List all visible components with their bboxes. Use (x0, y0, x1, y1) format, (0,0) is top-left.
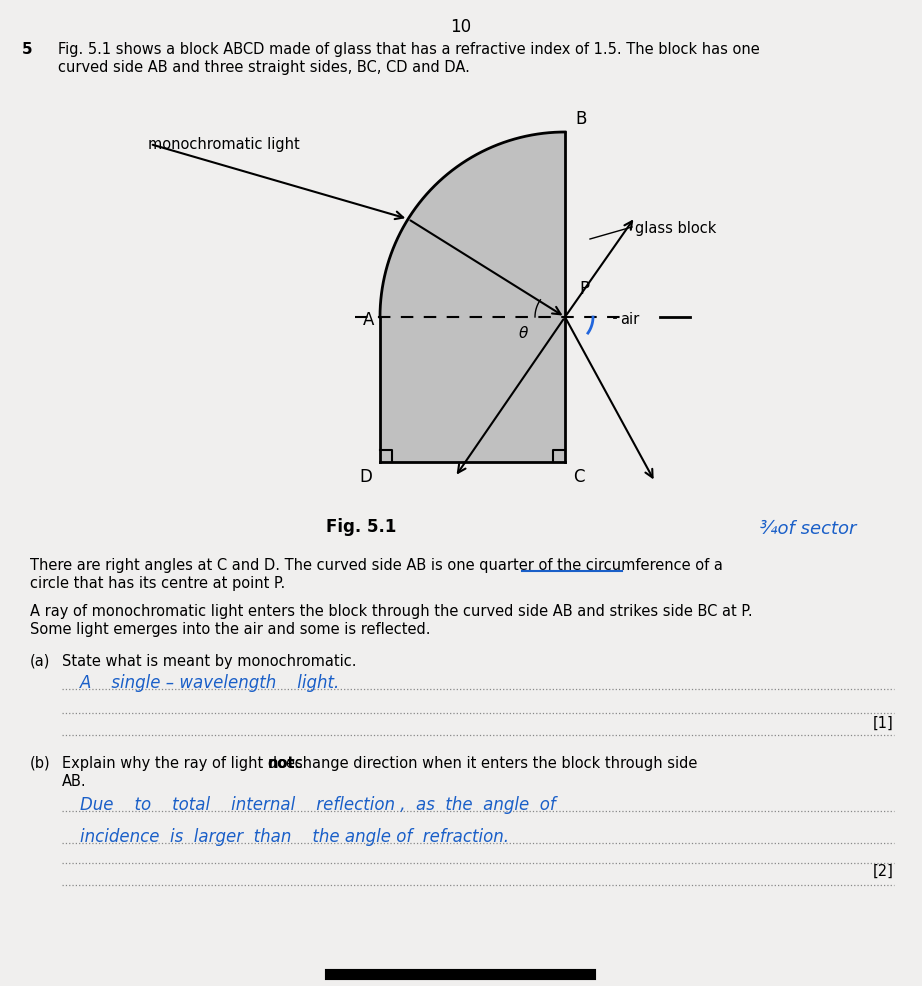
Text: Fig. 5.1: Fig. 5.1 (325, 518, 396, 535)
Text: θ: θ (518, 325, 527, 340)
Text: C: C (573, 467, 585, 485)
Text: (a): (a) (30, 654, 51, 669)
Text: There are right angles at C and D. The curved side AB is one quarter of the circ: There are right angles at C and D. The c… (30, 557, 723, 573)
Text: Due    to    total    internal    reflection ,  as  the  angle  of: Due to total internal reflection , as th… (80, 795, 556, 813)
Text: incidence  is  larger  than    the angle of  refraction.: incidence is larger than the angle of re… (80, 827, 509, 845)
Text: curved side AB and three straight sides, BC, CD and DA.: curved side AB and three straight sides,… (58, 60, 470, 75)
Text: B: B (575, 109, 586, 128)
Text: A ray of monochromatic light enters the block through the curved side AB and str: A ray of monochromatic light enters the … (30, 603, 752, 618)
Text: circle that has its centre at point P.: circle that has its centre at point P. (30, 576, 285, 591)
Text: 10: 10 (451, 18, 471, 35)
Text: Explain why the ray of light does: Explain why the ray of light does (62, 755, 307, 770)
Text: ¾of sector: ¾of sector (760, 520, 857, 537)
Text: 5: 5 (22, 42, 32, 57)
Text: change direction when it enters the block through side: change direction when it enters the bloc… (290, 755, 697, 770)
Text: [2]: [2] (873, 863, 894, 879)
Text: A: A (362, 311, 374, 328)
Text: A    single – wavelength    light.: A single – wavelength light. (80, 673, 340, 691)
Text: [1]: [1] (873, 715, 894, 731)
Text: AB.: AB. (62, 773, 87, 788)
Text: D: D (360, 467, 372, 485)
Text: glass block: glass block (635, 220, 716, 236)
Text: P: P (579, 280, 589, 298)
Text: not: not (267, 755, 295, 770)
Text: air: air (620, 313, 639, 327)
Text: Some light emerges into the air and some is reflected.: Some light emerges into the air and some… (30, 621, 431, 636)
Text: (b): (b) (30, 755, 51, 770)
Text: monochromatic light: monochromatic light (148, 137, 300, 152)
Polygon shape (380, 133, 565, 462)
Text: State what is meant by monochromatic.: State what is meant by monochromatic. (62, 654, 357, 669)
Text: Fig. 5.1 shows a block ABCD made of glass that has a refractive index of 1.5. Th: Fig. 5.1 shows a block ABCD made of glas… (58, 42, 760, 57)
